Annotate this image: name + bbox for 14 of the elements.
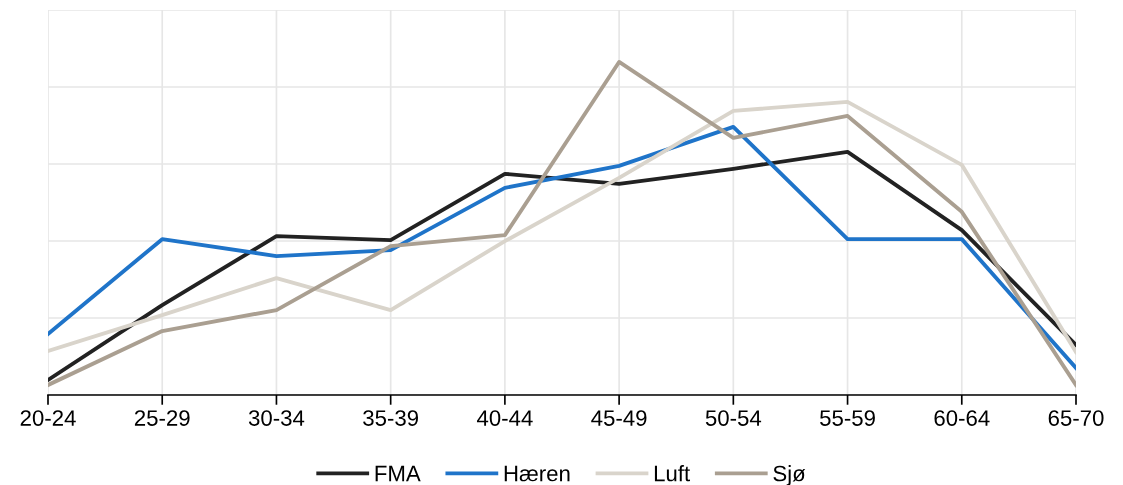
legend-label: Sjø [773, 465, 806, 485]
legend-label: FMA [375, 465, 421, 482]
x-tick-label: 40-44 [476, 410, 533, 426]
x-tick-label: 65-70 [1048, 410, 1104, 426]
x-tick-label: 60-64 [934, 410, 990, 426]
x-tick-label: 50-54 [705, 410, 762, 426]
x-tick-label: 30-34 [248, 410, 305, 426]
x-tick-label: 25-29 [134, 410, 190, 426]
legend-label: Luft [654, 465, 691, 482]
x-tick-label: 35-39 [363, 410, 419, 426]
x-tick-label: 45-49 [591, 410, 647, 426]
legend-label: Hæren [504, 465, 570, 482]
x-tick-label: 55-59 [820, 410, 875, 426]
x-tick-label: 20-24 [20, 410, 76, 426]
